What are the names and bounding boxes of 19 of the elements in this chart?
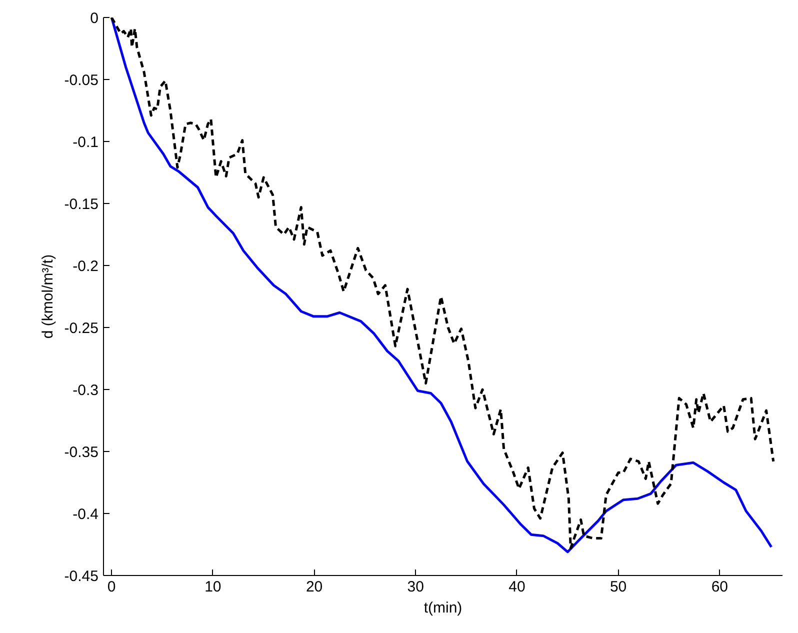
x-tick-label: 0: [107, 578, 116, 596]
y-axis-title: d (kmol/m³/t): [39, 254, 56, 339]
y-tick-label: -0.25: [64, 320, 99, 337]
y-tick-label: -0.45: [64, 568, 99, 585]
y-tick-label: -0.15: [64, 196, 99, 213]
x-tick-label: 10: [204, 578, 222, 596]
x-tick-label: 40: [508, 578, 526, 596]
y-tick-label: 0: [90, 10, 98, 27]
x-tick-label: 20: [306, 578, 323, 596]
y-tick-label: -0.1: [72, 134, 99, 151]
x-tick-label: 50: [610, 578, 627, 596]
y-tick-label: -0.35: [64, 444, 99, 461]
y-tick-label: -0.3: [72, 382, 99, 399]
x-tick-label: 30: [407, 578, 424, 596]
y-tick-label: -0.2: [72, 258, 99, 275]
x-axis-title: t(min): [424, 600, 462, 616]
y-tick-label: -0.4: [72, 506, 99, 523]
y-tick-label: -0.05: [64, 72, 99, 89]
x-tick-label: 60: [711, 578, 728, 596]
